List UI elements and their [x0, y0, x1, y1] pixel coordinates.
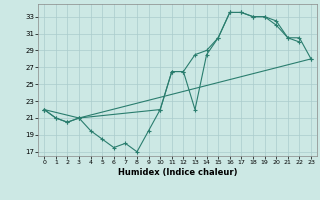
X-axis label: Humidex (Indice chaleur): Humidex (Indice chaleur) — [118, 168, 237, 177]
